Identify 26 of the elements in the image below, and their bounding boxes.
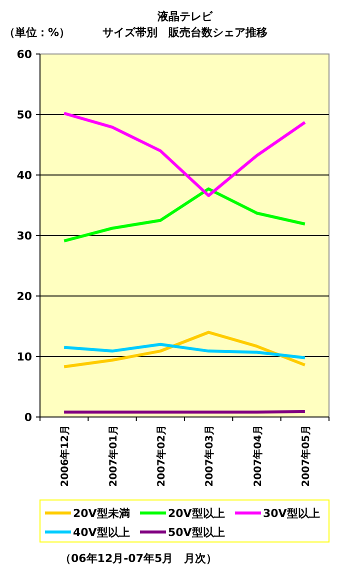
x-tick-label: 2007年03月 bbox=[204, 425, 216, 487]
legend-label: 20V型未満 bbox=[73, 507, 130, 520]
line-series bbox=[62, 112, 306, 198]
y-tick-label: 10 bbox=[16, 350, 32, 364]
legend-label: 50V型以上 bbox=[168, 526, 225, 539]
y-tick-label: 20 bbox=[16, 290, 32, 303]
line-series bbox=[62, 187, 306, 242]
x-tick-label: 2007年05月 bbox=[300, 425, 312, 487]
y-tick-label: 30 bbox=[16, 230, 32, 242]
y-tick-label: 40 bbox=[16, 169, 32, 182]
chart-subtitle: サイズ帯別 販売台数シェア推移 bbox=[102, 26, 268, 39]
y-tick-label: 0 bbox=[24, 411, 32, 424]
legend-label: 40V型以上 bbox=[73, 526, 130, 539]
legend-label: 20V型以上 bbox=[168, 507, 225, 520]
y-tick-label: 50 bbox=[16, 108, 32, 122]
y-axis-title: （単位：%） bbox=[4, 26, 70, 39]
line-series bbox=[62, 342, 306, 360]
legend-label: 30V型以上 bbox=[263, 507, 320, 520]
y-tick-label: 60 bbox=[16, 48, 32, 61]
x-tick-label: 2007年01月 bbox=[107, 425, 120, 487]
chart-title: 液晶テレビ bbox=[156, 10, 214, 23]
x-tick-label: 2007年04月 bbox=[252, 425, 264, 487]
x-tick-label: 2006年12月 bbox=[59, 425, 72, 487]
line-series bbox=[62, 330, 306, 368]
text: （06年12月-07年5月 月次） bbox=[60, 552, 218, 565]
x-tick-label: 2007年02月 bbox=[155, 425, 168, 487]
